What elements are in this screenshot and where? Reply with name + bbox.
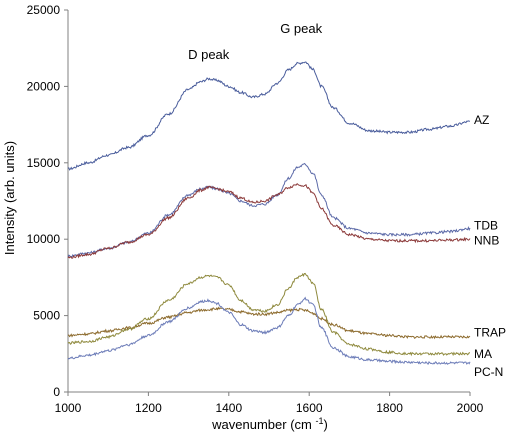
- y-tick-label: 15000: [27, 156, 61, 170]
- series-label-ma: MA: [474, 347, 492, 361]
- series-line-nnb: [67, 183, 471, 259]
- series-label-az: AZ: [474, 113, 489, 127]
- y-tick-labels: 0 5000 10000 15000 20000 25000: [27, 3, 68, 399]
- x-tick-labels: 1000 1200 1400 1600 1800 2000: [55, 392, 484, 415]
- series-line-az: [67, 61, 471, 171]
- series-labels: AZ TDB NNB TRAP MA PC-N: [474, 113, 506, 379]
- series-label-trap: TRAP: [474, 325, 506, 339]
- series-line-trap: [67, 306, 471, 340]
- x-tick-label: 1200: [135, 401, 162, 415]
- x-tick-label: 1400: [215, 401, 242, 415]
- x-axis-title-rest: ): [324, 417, 328, 432]
- x-tick-label: 1800: [376, 401, 403, 415]
- x-axis-title-superscript: -1: [315, 416, 323, 426]
- series-label-tdb: TDB: [474, 218, 498, 232]
- y-tick-label: 10000: [27, 232, 61, 246]
- y-tick-label: 20000: [27, 79, 61, 93]
- annotation-g-peak: G peak: [280, 21, 322, 36]
- series-lines: [67, 61, 471, 365]
- y-axis-title: Intensity (arb. units): [2, 141, 17, 255]
- annotations: D peak G peak: [188, 21, 323, 62]
- x-tick-label: 1000: [55, 401, 82, 415]
- series-line-pc-n: [67, 296, 471, 365]
- x-axis-title: wavenumber (cm -1): [211, 416, 328, 432]
- series-label-nnb: NNB: [474, 234, 499, 248]
- y-tick-label: 5000: [33, 309, 60, 323]
- annotation-d-peak: D peak: [188, 47, 230, 62]
- y-tick-label: 25000: [27, 3, 61, 17]
- x-tick-label: 2000: [457, 401, 484, 415]
- y-tick-label: 0: [53, 385, 60, 399]
- axes: [67, 10, 470, 393]
- series-label-pc-n: PC-N: [474, 365, 503, 379]
- series-line-ma: [67, 272, 471, 357]
- x-tick-label: 1600: [296, 401, 323, 415]
